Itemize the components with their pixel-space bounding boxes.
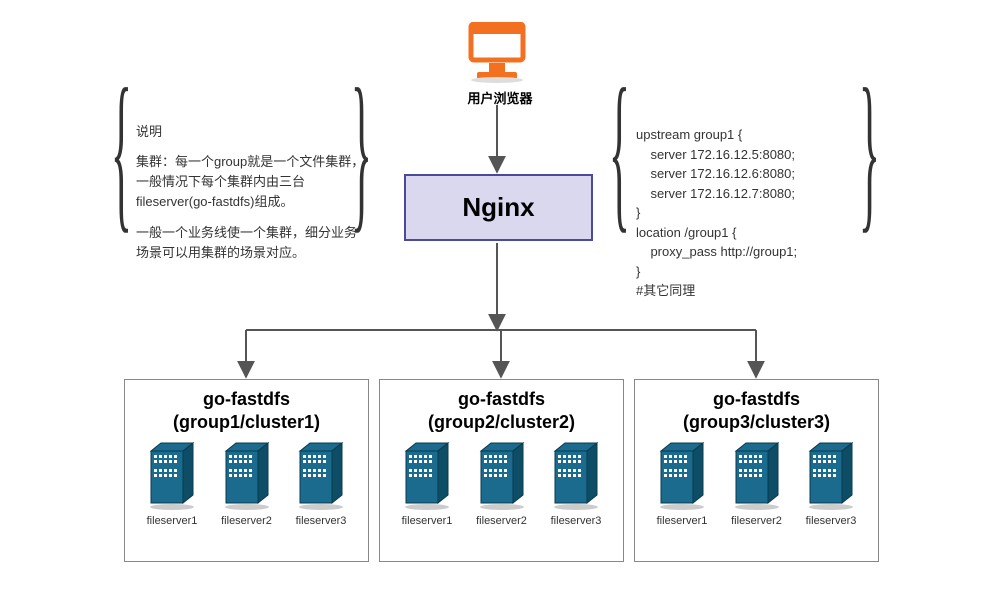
server-row: fileserver1 fileserver2 fileserver3 xyxy=(645,439,868,527)
browser-icon xyxy=(461,22,533,84)
brace-icon: { xyxy=(111,62,132,238)
cluster-title: go-fastdfs (group3/cluster3) xyxy=(645,388,868,433)
cluster-group2: go-fastdfs (group2/cluster2) fileserver1… xyxy=(379,379,624,562)
server-row: fileserver1 fileserver2 fileserver3 xyxy=(390,439,613,527)
note-paragraph: 一般一个业务线使一个集群，细分业务场景可以用集群的场景对应。 xyxy=(136,223,366,263)
server-node: fileserver2 xyxy=(467,439,537,527)
right-annotation: upstream group1 { server 172.16.12.5:808… xyxy=(636,125,866,301)
diagram-canvas: 用户浏览器 Nginx { } 说明 集群：每一个group就是一个文件集群，一… xyxy=(0,0,1003,602)
nginx-label: Nginx xyxy=(462,192,534,223)
note-paragraph: 集群：每一个group就是一个文件集群，一般情况下每个集群内由三台fileser… xyxy=(136,152,366,212)
server-row: fileserver1 fileserver2 fileserver3 xyxy=(135,439,358,527)
note-title: 说明 xyxy=(136,122,366,142)
server-node: fileserver3 xyxy=(796,439,866,527)
server-node: fileserver2 xyxy=(212,439,282,527)
cluster-title: go-fastdfs (group2/cluster2) xyxy=(390,388,613,433)
server-node: fileserver1 xyxy=(137,439,207,527)
browser-label: 用户浏览器 xyxy=(445,88,555,107)
cluster-group1: go-fastdfs (group1/cluster1) fileserver1… xyxy=(124,379,369,562)
nginx-node: Nginx xyxy=(404,174,593,241)
cluster-title: go-fastdfs (group1/cluster1) xyxy=(135,388,358,433)
cluster-group3: go-fastdfs (group3/cluster3) fileserver1… xyxy=(634,379,879,562)
left-annotation: 说明 集群：每一个group就是一个文件集群，一般情况下每个集群内由三台file… xyxy=(136,122,366,273)
brace-icon: { xyxy=(609,62,630,238)
server-node: fileserver1 xyxy=(392,439,462,527)
server-node: fileserver3 xyxy=(286,439,356,527)
server-node: fileserver3 xyxy=(541,439,611,527)
server-node: fileserver1 xyxy=(647,439,717,527)
server-node: fileserver2 xyxy=(722,439,792,527)
